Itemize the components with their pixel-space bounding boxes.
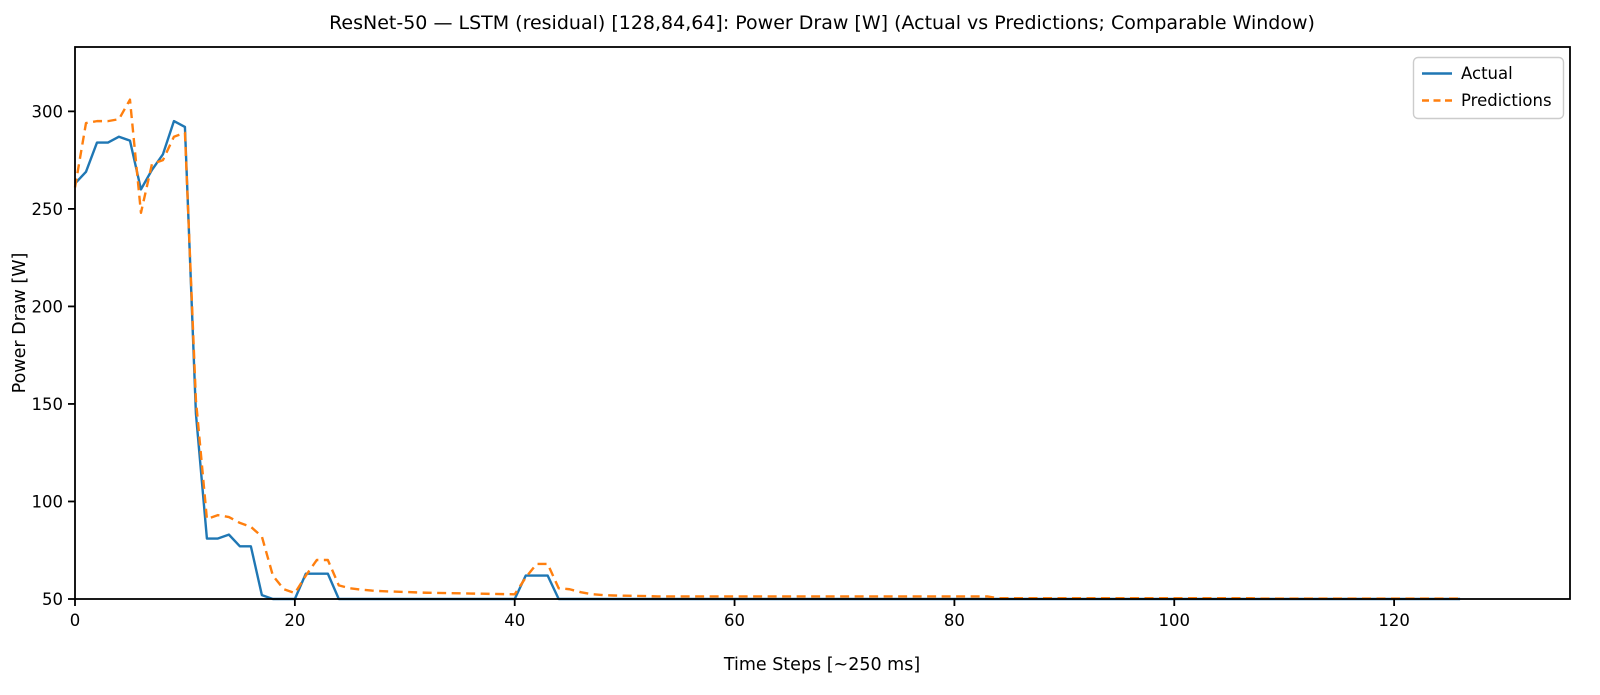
legend-label-actual: Actual	[1461, 64, 1513, 83]
y-tick-label: 250	[32, 200, 64, 219]
y-tick-label: 100	[32, 492, 64, 511]
plot-series-layer	[73, 98, 1461, 601]
x-tick-label: 80	[944, 611, 965, 630]
series-line-predictions	[73, 98, 1461, 600]
y-tick-label: 150	[32, 395, 64, 414]
x-axis-label: Time Steps [~250 ms]	[723, 655, 920, 675]
legend: Actual Predictions	[1412, 56, 1565, 120]
plot-frame	[74, 46, 1571, 600]
y-tick-label: 50	[42, 590, 63, 609]
chart-title: ResNet-50 — LSTM (residual) [128,84,64]:…	[329, 12, 1315, 34]
y-tick-label: 200	[32, 297, 64, 316]
x-tick-label: 0	[70, 611, 81, 630]
x-tick-label: 120	[1378, 611, 1410, 630]
x-tick-label: 100	[1159, 611, 1191, 630]
x-tick-label: 40	[504, 611, 525, 630]
y-axis-label: Power Draw [W]	[10, 253, 30, 394]
legend-label-predictions: Predictions	[1461, 91, 1552, 110]
y-tick-label: 300	[32, 102, 64, 121]
axis-ticks-layer: 0 20 40 60 80 100 120 50 100 150 200 250 300	[32, 102, 1410, 630]
x-tick-label: 20	[284, 611, 305, 630]
x-tick-label: 60	[724, 611, 745, 630]
series-line-actual	[74, 119, 1461, 601]
